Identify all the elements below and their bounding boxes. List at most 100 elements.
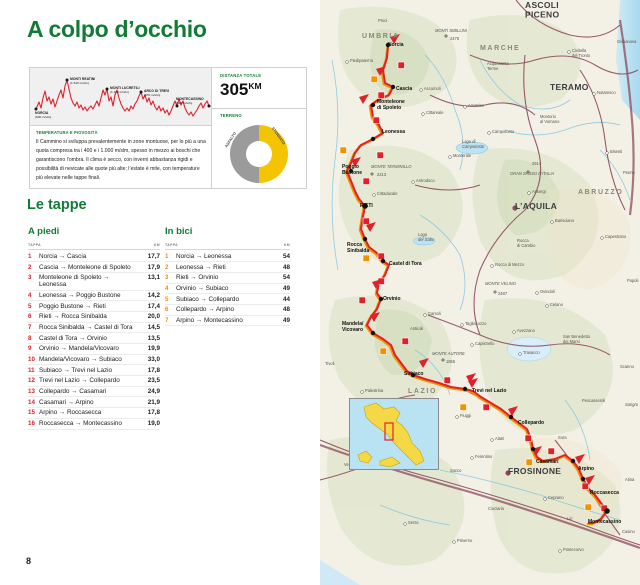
terreno-panel: TERRENO ASFALTO STERRATO (212, 108, 307, 189)
map-place-label: San Benedetto (563, 334, 591, 339)
map-place-label: Amatrice (468, 103, 485, 108)
table-row: 3 Rieti → Orvinio 54 (165, 273, 290, 284)
stage-column-a-piedi: A piedi TAPPA KM 1 Norcia → Cascia 17,7 2 Ca… (28, 226, 160, 430)
map-place-label: Antrodoco (416, 178, 435, 183)
stage-km: 19,0 (147, 420, 160, 428)
stage-name: Rieti → Orvinio (176, 274, 219, 282)
col-header-km: KM (153, 243, 160, 247)
profile-peak-0-name: MONTI REATINI (70, 77, 96, 81)
stage-number: 10 (28, 356, 35, 364)
donut-svg (230, 125, 288, 183)
stage-rows-a-piedi: 1 Norcia → Cascia 17,7 2 Cascia → Monteleone… (28, 252, 160, 430)
route-stage-markers (339, 61, 608, 512)
map-stage-town-label: Arpino (578, 466, 594, 472)
map-stage-town-label: Mandela/ (342, 321, 364, 327)
map-place-label: Anticoli (410, 326, 423, 331)
route-direction-arrows (351, 34, 595, 485)
profile-start-altitude: (600 m/slm) (35, 114, 52, 119)
map-place-label: Campotosto (462, 144, 485, 149)
map-stage-town-label: Norcia (388, 42, 404, 48)
profile-peak-1-altitude: (1.100 m/slm) (110, 89, 129, 94)
profile-peak-2-name: ARCO DI TREVI (144, 89, 170, 93)
stage-number: 1 (28, 252, 32, 260)
stage-number: 4 (165, 284, 169, 292)
map-place-label: Alatri (495, 436, 504, 441)
map-place-label: Giulianova (617, 39, 637, 44)
map-place-label: 1855 (446, 359, 456, 364)
stage-column-heading: In bici (165, 226, 193, 237)
stage-km: 24,9 (147, 388, 160, 396)
stage-name: Mandela/Vicovaro → Subiaco (39, 356, 122, 364)
italy-shape (363, 402, 425, 466)
map-major-city-label: L’AQUILA (515, 201, 557, 211)
profile-label-peak-2: ARCO DI TREVI (970 m/slm) (144, 89, 170, 97)
map-place-label: dei Marsi (563, 339, 580, 344)
town-dots (348, 42, 610, 514)
stage-name: Subiaco → Trevi nel Lazio (39, 366, 112, 374)
stage-name: Leonessa → Poggio Bustone (39, 291, 121, 299)
stage-name: Orvinio → Mandela/Vicovaro (39, 345, 119, 353)
map-place-label: Montorio (540, 114, 557, 119)
stage-km: 14,2 (147, 291, 160, 299)
profile-label-peak-0: MONTI REATINI (1.510 m/slm) (70, 77, 96, 85)
map-major-city-label: PICENO (525, 10, 559, 20)
stage-name: Collepardo → Arpino (176, 306, 235, 314)
table-row: 6 Rieti → Rocca Sinibalda 20,0 (28, 312, 160, 323)
map-place-label: Rocca di Mezzo (495, 262, 525, 267)
profile-peak-2-altitude: (970 m/slm) (144, 92, 161, 97)
stage-number: 6 (165, 306, 169, 314)
table-row: 6 Collepardo → Arpino 48 (165, 305, 290, 316)
minor-place-dots (345, 50, 609, 553)
table-row: 2 Cascia → Monteleone di Spoleto 17,9 (28, 262, 160, 273)
map-stage-town-label: Bustone (342, 170, 362, 176)
distanza-totale-panel: DISTANZA TOTALE 305KM (212, 68, 307, 108)
stage-column-heading: A piedi (28, 226, 60, 237)
map-region-label: MARCHE (480, 45, 520, 52)
map-place-label: di Cambio (517, 243, 536, 248)
map-place-label: Lago (418, 232, 428, 237)
col-header-km: KM (283, 243, 290, 247)
map-place-label: Carsoli (428, 311, 441, 316)
map-place-label: Terme (487, 66, 499, 71)
map-place-label: Cittaducale (377, 191, 398, 196)
stage-number: 6 (28, 313, 32, 321)
map-stage-town-label: Cascia (396, 86, 412, 92)
map-place-label: Serze (408, 520, 419, 525)
stage-name: Poggio Bustone → Rieti (39, 302, 106, 310)
map-place-label: Ovindoli (540, 289, 555, 294)
map-place-label: Ciociaria (488, 506, 505, 511)
left-column: A colpo d’occhio NORCIA (600 m/slm) (26, 16, 307, 566)
stage-km: 13,1 (147, 274, 160, 282)
route-map[interactable]: UMBRIA MARCHE ABRUZZO LAZIO ASCOLI PICENO TERA… (320, 0, 640, 585)
stage-number: 5 (28, 302, 32, 310)
stage-name: Trevi nel Lazio → Collepardo (39, 377, 120, 385)
tappe-section-title: Le tappe (27, 197, 87, 213)
map-stage-town-label: RIETI (360, 203, 373, 209)
table-row: 7 Arpino → Montecassino 49 (165, 316, 290, 327)
stage-name: Norcia → Leonessa (176, 252, 232, 260)
map-place-label: Lago di (462, 139, 476, 144)
stage-km: 17,4 (147, 302, 160, 310)
map-major-city-label: ASCOLI (525, 0, 559, 10)
profile-peak-0-altitude: (1.510 m/slm) (70, 80, 89, 85)
page-number: 8 (26, 556, 32, 566)
map-place-label: Piedipaterno (350, 58, 374, 63)
map-place-label: MONTE TERMINILLO (371, 164, 412, 169)
page-title: A colpo d’occhio (27, 16, 207, 42)
stage-name: Orvinio → Subiaco (176, 284, 229, 292)
stage-number: 2 (28, 263, 32, 271)
map-place-label: 2476 (450, 36, 460, 41)
map-place-label: Ceprano (548, 495, 564, 500)
profile-label-peak-3: MONTECASSINO (520 m/slm) (176, 97, 204, 105)
stage-number: 7 (28, 323, 32, 331)
stage-column-in-bici: In bici TAPPA KM 1 Norcia → Leonessa 54 2 Le… (165, 226, 290, 327)
inset-highlight-box (384, 422, 394, 441)
distanza-label: DISTANZA TOTALE (220, 73, 262, 78)
stage-name: Cascia → Monteleone di Spoleto (39, 263, 131, 271)
elevation-profile: NORCIA (600 m/slm) MONTI REATINI (1.510 … (30, 68, 212, 125)
map-place-label: Assergi (532, 189, 546, 194)
stage-km: 54 (282, 252, 290, 260)
map-place-label: Penne (623, 170, 636, 175)
